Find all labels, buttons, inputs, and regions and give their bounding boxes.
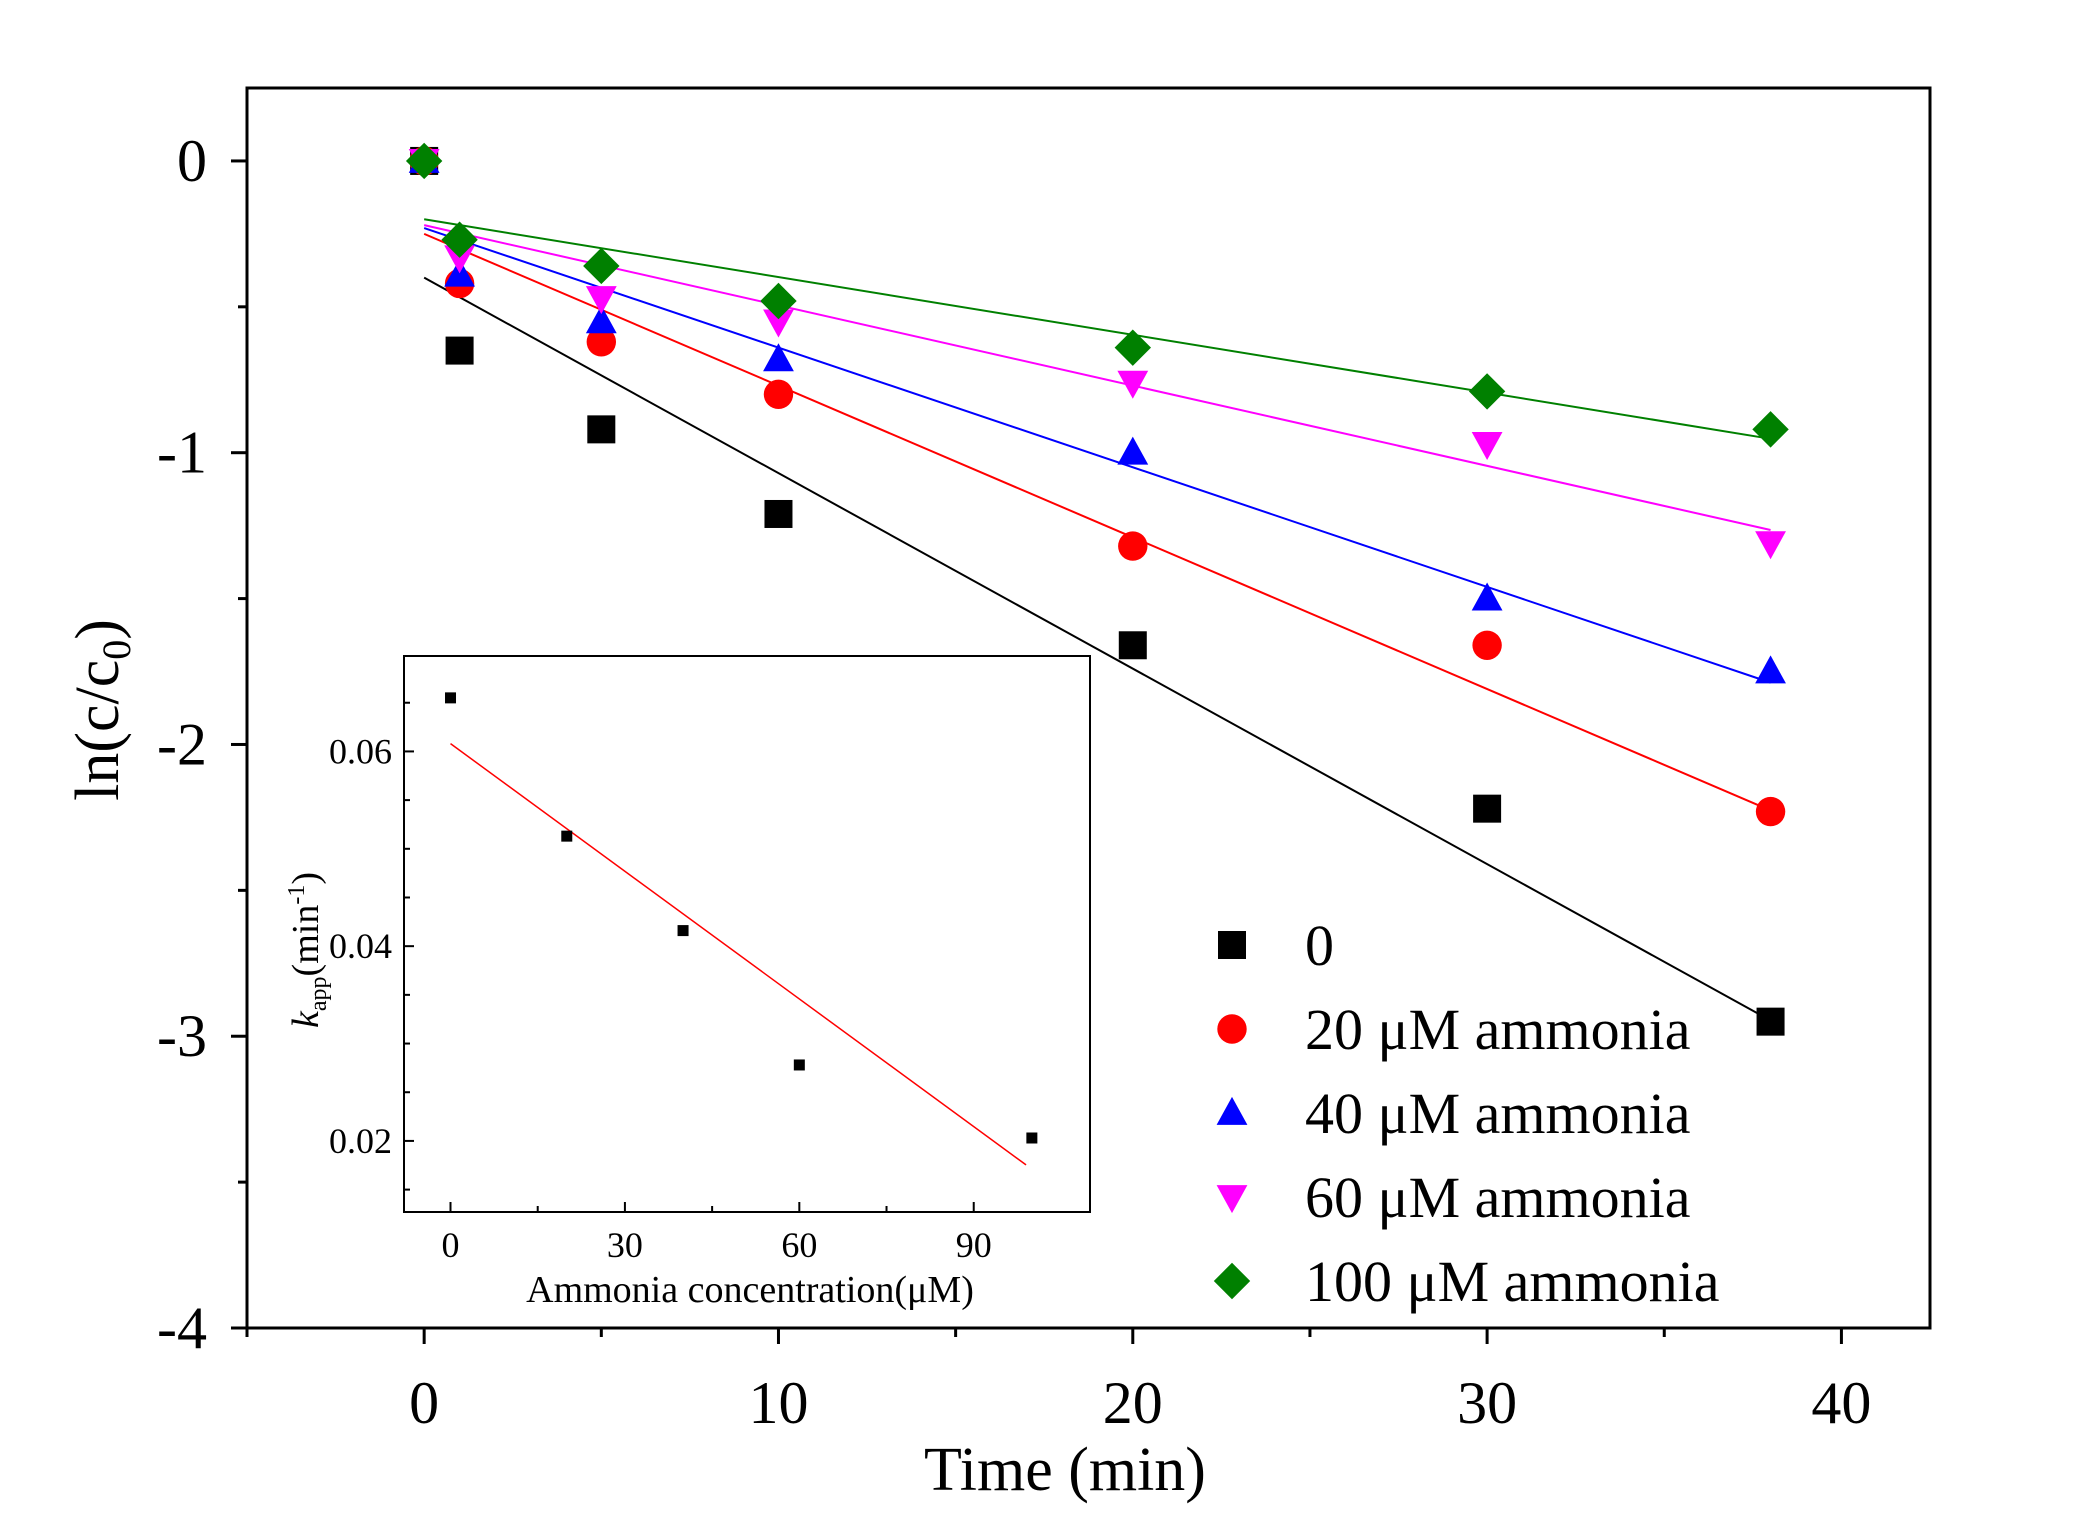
y-tick-label: -1 [157, 420, 207, 486]
inset-y-axis-title-sup: -1 [284, 885, 310, 905]
main-plot-frame [245, 86, 1932, 1330]
inset-point-4 [1026, 1132, 1038, 1144]
x-axis-title: Time (min) [924, 1436, 1206, 1504]
inset-fit-line [450, 743, 1027, 1166]
fit-line-series-0 [423, 276, 1772, 1022]
legend-marker-3 [1216, 1185, 1248, 1214]
point-series-0-6 [1756, 1007, 1785, 1036]
inset-y-tick-label: 0.04 [329, 926, 392, 966]
y-tick-label: -3 [157, 1003, 207, 1069]
inset-x-tick-label: 90 [956, 1225, 992, 1265]
fit-line-series-1 [423, 232, 1771, 812]
point-series-3-2 [585, 286, 617, 315]
inset-point-0 [445, 692, 457, 704]
inset-point-2 [677, 925, 689, 937]
inset-y-axis-title-k: k [285, 1010, 327, 1028]
point-series-3-1 [444, 245, 475, 274]
y-tick-label: -2 [157, 711, 207, 777]
legend-label-1: 20 μM ammonia [1305, 997, 1691, 1062]
point-series-4-6 [1752, 411, 1789, 448]
y-axis-title-sub: 0 [94, 640, 139, 660]
point-series-4-3 [760, 282, 797, 320]
x-tick-label: 0 [409, 1370, 439, 1436]
fit-line-series-4 [423, 218, 1771, 440]
y-tick-label: -4 [157, 1295, 207, 1361]
inset-x-tick-label: 60 [781, 1225, 817, 1265]
legend-marker-4 [1213, 1262, 1251, 1300]
legend-label-2: 40 μM ammonia [1305, 1081, 1691, 1146]
x-tick-label: 30 [1457, 1370, 1517, 1436]
point-series-3-6 [1755, 531, 1786, 560]
point-series-0-3 [764, 499, 793, 528]
inset-x-tick-label: 30 [607, 1225, 643, 1265]
legend-marker-0 [1218, 931, 1246, 959]
inset-y-axis-title-open: (min [285, 905, 327, 977]
main-axes: 0 10 20 30 40 0 -1 -2 -3 -4 [157, 128, 1871, 1436]
inset-fit-line-segment [450, 743, 1027, 1166]
point-series-4-0 [405, 142, 443, 180]
inset-y-axis-title-close: ) [285, 872, 327, 885]
point-series-0-4 [1118, 631, 1147, 660]
point-series-1-5 [1472, 630, 1502, 660]
main-fit-lines [423, 218, 1772, 1022]
point-series-2-6 [1755, 655, 1786, 684]
inset-x-tick-label: 0 [442, 1225, 460, 1265]
point-series-1-6 [1755, 796, 1786, 827]
main-data-points [405, 142, 1789, 1036]
point-series-1-3 [763, 379, 794, 410]
x-tick-label: 10 [748, 1370, 808, 1436]
point-series-1-2 [586, 327, 617, 357]
point-series-1-4 [1118, 531, 1148, 561]
point-series-4-1 [441, 221, 478, 258]
inset-y-tick-label: 0.06 [329, 731, 392, 771]
point-series-0-5 [1473, 794, 1502, 823]
y-tick-label: 0 [177, 128, 207, 194]
inset-x-axis-title: Ammonia concentration(μM) [526, 1269, 974, 1311]
fit-line-series-2 [423, 227, 1771, 684]
y-axis-title-main: ln(c/c [64, 660, 132, 801]
point-series-3-5 [1471, 432, 1503, 461]
legend-label-0: 0 [1305, 913, 1334, 978]
legend-marker-1 [1217, 1014, 1247, 1044]
y-axis-title-end: ) [64, 619, 132, 640]
inset-y-tick-label: 0.02 [329, 1121, 392, 1161]
point-series-3-3 [763, 309, 794, 338]
point-series-4-2 [583, 247, 620, 285]
inset-y-axis-title: kapp(min-1) [284, 872, 332, 1028]
inset-y-axis-title-sub: app [306, 976, 332, 1011]
point-series-4-4 [1114, 329, 1151, 366]
point-series-2-5 [1471, 582, 1503, 611]
x-tick-label: 20 [1103, 1370, 1163, 1436]
point-series-2-4 [1117, 436, 1149, 465]
fit-line-series-3 [423, 224, 1771, 531]
point-series-2-3 [763, 343, 794, 372]
point-series-0-1 [445, 336, 474, 365]
legend: 0 20 μM ammonia 40 μM ammonia 60 μM ammonia… [1213, 913, 1720, 1314]
inset-chart: 0 30 60 90 0.02 0.04 0.06 Ammonia concentratio… [284, 655, 1091, 1311]
point-series-2-2 [585, 305, 617, 334]
inset-data-points [445, 692, 1038, 1144]
legend-label-4: 100 μM ammonia [1305, 1249, 1720, 1314]
inset-plot-frame [403, 655, 1091, 1213]
point-series-3-4 [1117, 370, 1149, 399]
inset-axes: 0 30 60 90 0.02 0.04 0.06 [329, 701, 992, 1265]
x-tick-label: 40 [1811, 1370, 1871, 1436]
legend-label-3: 60 μM ammonia [1305, 1165, 1691, 1230]
legend-marker-2 [1216, 1096, 1248, 1125]
y-axis-title: ln(c/c0) [64, 619, 139, 801]
point-series-0-2 [587, 415, 616, 444]
inset-point-1 [561, 830, 573, 842]
point-series-4-5 [1468, 373, 1506, 410]
inset-point-3 [793, 1059, 805, 1071]
